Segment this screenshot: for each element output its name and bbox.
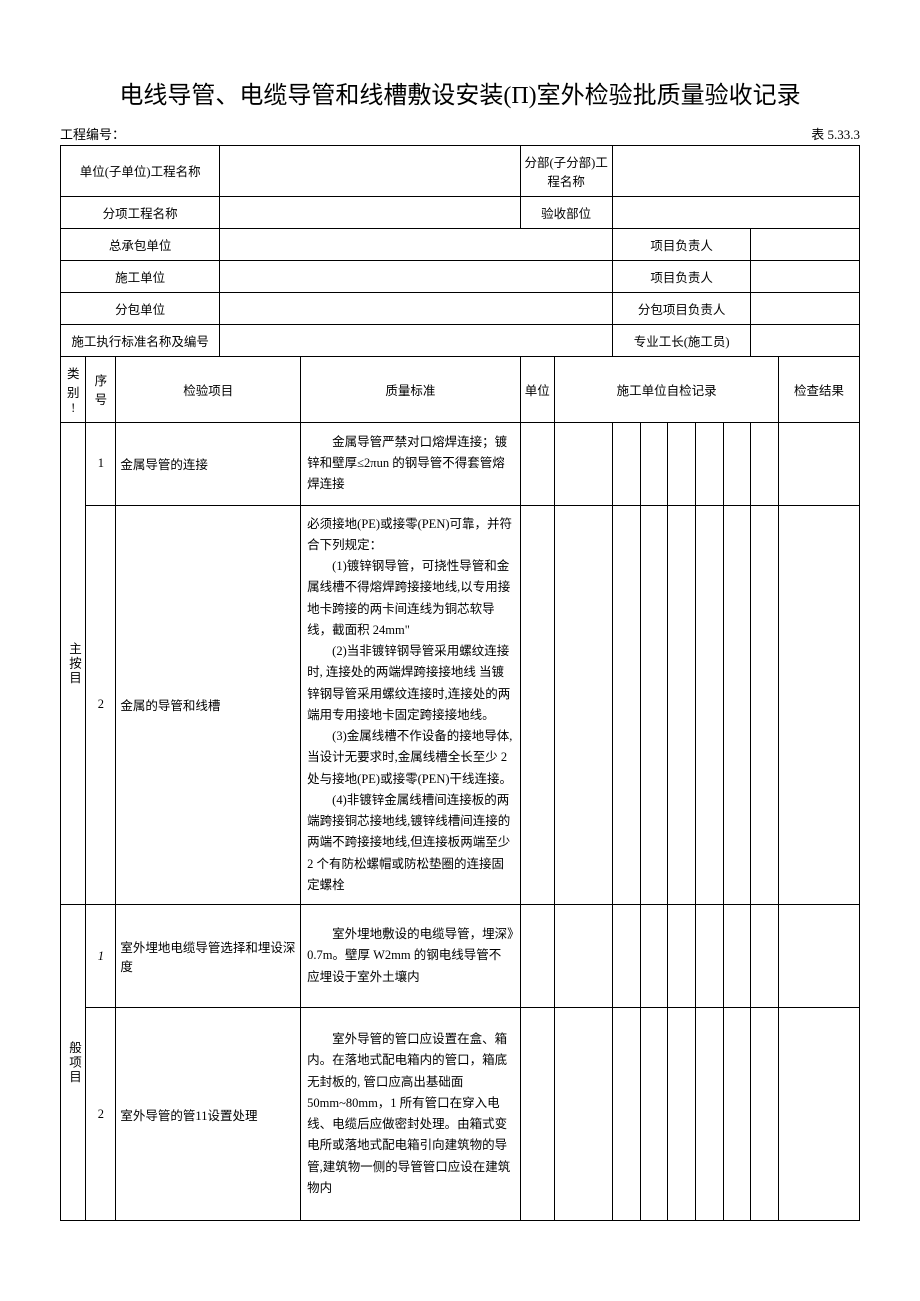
r4-c3 — [640, 1008, 668, 1221]
sub-project-value — [612, 145, 859, 196]
table-row: 2 室外导管的管11设置处理 室外导管的管口应设置在盒、箱内。在落地式配电箱内的… — [61, 1008, 860, 1221]
r1-c2 — [612, 422, 640, 505]
general-contractor-label: 总承包单位 — [61, 228, 220, 260]
document-title: 电线导管、电缆导管和线槽敷设安装(Π)室外检验批质量验收记录 — [60, 80, 860, 114]
r3-result — [779, 905, 860, 1008]
r1-seq: 1 — [86, 422, 116, 505]
meta-row: 工程编号： 表 5.33.3 — [60, 124, 860, 143]
sub-pm-label: 分包项目负责人 — [612, 292, 751, 324]
sub-project-label: 分部(子分部)工程名称 — [520, 145, 612, 196]
pm1-value — [751, 228, 860, 260]
r3-c7 — [751, 905, 779, 1008]
r2-c4 — [668, 505, 696, 905]
table-row: 般项目 1 室外埋地电缆导管选择和埋设深度 室外埋地敷设的电缆导管，埋深》0.7… — [61, 905, 860, 1008]
table-row: 施工单位 项目负责人 — [61, 260, 860, 292]
r1-c3 — [640, 422, 668, 505]
subcontractor-value — [220, 292, 613, 324]
pm1-label: 项目负责人 — [612, 228, 751, 260]
r1-c4 — [668, 422, 696, 505]
r2-c3 — [640, 505, 668, 905]
col-self-check: 施工单位自检记录 — [555, 356, 779, 422]
table-number: 表 5.33.3 — [811, 124, 860, 143]
std-name-label: 施工执行标准名称及编号 — [61, 324, 220, 356]
accept-part-value — [612, 196, 859, 228]
unit-project-label: 单位(子单位)工程名称 — [61, 145, 220, 196]
r4-c7 — [751, 1008, 779, 1221]
table-row: 类别! 序号 检验项目 质量标准 单位 施工单位自检记录 检查结果 — [61, 356, 860, 422]
r2-c6 — [723, 505, 751, 905]
r3-unit — [520, 905, 555, 1008]
r1-c1 — [555, 422, 613, 505]
constructor-label: 施工单位 — [61, 260, 220, 292]
item-project-value — [220, 196, 520, 228]
unit-project-value — [220, 145, 520, 196]
constructor-value — [220, 260, 613, 292]
r4-item: 室外导管的管11设置处理 — [116, 1008, 301, 1221]
r3-c5 — [695, 905, 723, 1008]
r1-c5 — [695, 422, 723, 505]
r2-c1 — [555, 505, 613, 905]
table-row: 分包单位 分包项目负责人 — [61, 292, 860, 324]
col-item: 检验项目 — [116, 356, 301, 422]
r2-seq: 2 — [86, 505, 116, 905]
table-row: 2 金属的导管和线槽 必须接地(PE)或接零(PEN)可靠，并符合下列规定： (… — [61, 505, 860, 905]
r4-std: 室外导管的管口应设置在盒、箱内。在落地式配电箱内的管口，箱底无封板的, 管口应高… — [301, 1008, 520, 1221]
r4-c5 — [695, 1008, 723, 1221]
r3-std: 室外埋地敷设的电缆导管，埋深》0.7m。壁厚 W2mm 的钢电线导管不应埋设于室… — [301, 905, 520, 1008]
r4-result — [779, 1008, 860, 1221]
r2-c7 — [751, 505, 779, 905]
project-number-label: 工程编号： — [60, 124, 125, 143]
r4-seq: 2 — [86, 1008, 116, 1221]
r3-c6 — [723, 905, 751, 1008]
col-category: 类别! — [61, 356, 86, 422]
table-row: 主按目 1 金属导管的连接 金属导管严禁对口熔焊连接；镀锌和壁厚≤2πun 的钢… — [61, 422, 860, 505]
r1-result — [779, 422, 860, 505]
r3-seq: 1 — [86, 905, 116, 1008]
r3-c4 — [668, 905, 696, 1008]
r2-c2 — [612, 505, 640, 905]
col-standard: 质量标准 — [301, 356, 520, 422]
r2-std: 必须接地(PE)或接零(PEN)可靠，并符合下列规定： (1)镀锌钢导管，可挠性… — [301, 505, 520, 905]
col-result: 检查结果 — [779, 356, 860, 422]
r1-c6 — [723, 422, 751, 505]
r1-std: 金属导管严禁对口熔焊连接；镀锌和壁厚≤2πun 的钢导管不得套管熔焊连接 — [301, 422, 520, 505]
r3-c3 — [640, 905, 668, 1008]
r3-c2 — [612, 905, 640, 1008]
r3-item: 室外埋地电缆导管选择和埋设深度 — [116, 905, 301, 1008]
foreman-value — [751, 324, 860, 356]
table-row: 总承包单位 项目负责人 — [61, 228, 860, 260]
r1-unit — [520, 422, 555, 505]
pm2-value — [751, 260, 860, 292]
accept-part-label: 验收部位 — [520, 196, 612, 228]
inspection-table: 单位(子单位)工程名称 分部(子分部)工程名称 分项工程名称 验收部位 总承包单… — [60, 145, 860, 1222]
r2-result — [779, 505, 860, 905]
r1-c7 — [751, 422, 779, 505]
r4-c2 — [612, 1008, 640, 1221]
r4-c6 — [723, 1008, 751, 1221]
item-project-label: 分项工程名称 — [61, 196, 220, 228]
col-unit: 单位 — [520, 356, 555, 422]
r1-item: 金属导管的连接 — [116, 422, 301, 505]
r2-item: 金属的导管和线槽 — [116, 505, 301, 905]
r2-unit — [520, 505, 555, 905]
r4-c4 — [668, 1008, 696, 1221]
sub-pm-value — [751, 292, 860, 324]
r4-unit — [520, 1008, 555, 1221]
table-row: 单位(子单位)工程名称 分部(子分部)工程名称 — [61, 145, 860, 196]
foreman-label: 专业工长(施工员) — [612, 324, 751, 356]
pm2-label: 项目负责人 — [612, 260, 751, 292]
r2-c5 — [695, 505, 723, 905]
general-contractor-value — [220, 228, 613, 260]
col-seq: 序号 — [86, 356, 116, 422]
subcontractor-label: 分包单位 — [61, 292, 220, 324]
std-name-value — [220, 324, 613, 356]
r4-c1 — [555, 1008, 613, 1221]
category-1: 主按目 — [61, 422, 86, 905]
category-2: 般项目 — [61, 905, 86, 1221]
table-row: 分项工程名称 验收部位 — [61, 196, 860, 228]
r3-c1 — [555, 905, 613, 1008]
